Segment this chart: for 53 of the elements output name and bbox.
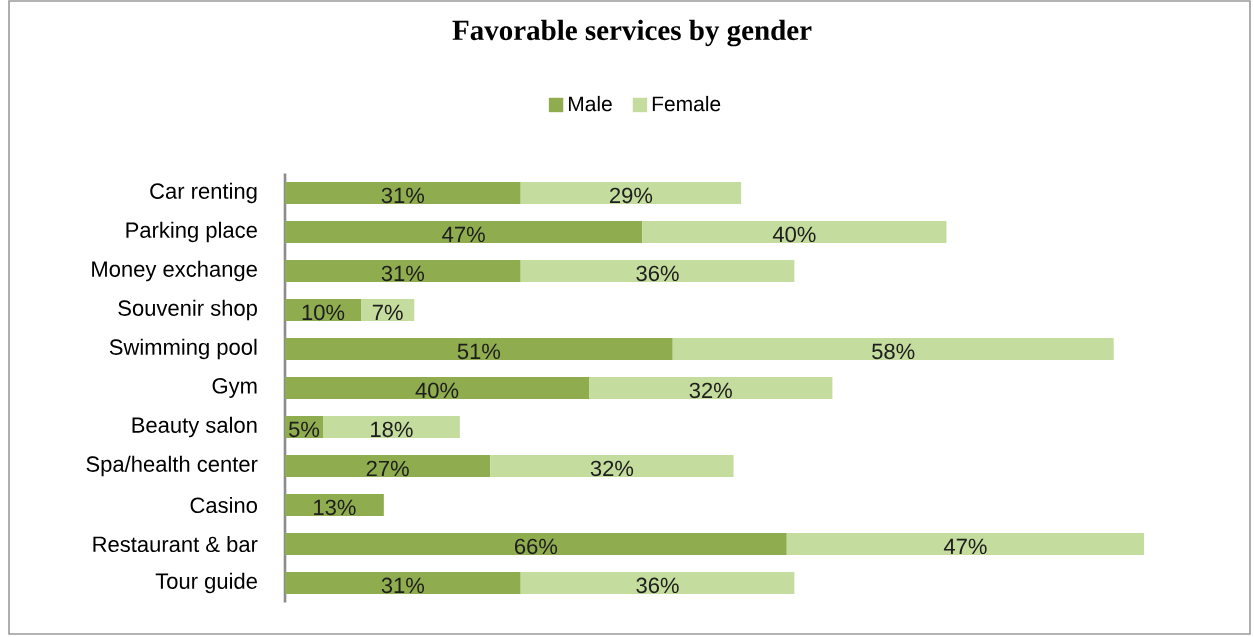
legend-label: Female xyxy=(652,95,721,112)
bar xyxy=(786,532,1145,555)
data-label: 7% xyxy=(372,304,403,321)
bar xyxy=(285,532,787,555)
data-label: 31% xyxy=(381,187,425,204)
bar xyxy=(285,182,521,204)
data-label: 13% xyxy=(314,499,356,516)
y-tick-label: Car renting xyxy=(150,182,257,204)
y-tick-label: Souvenir shop xyxy=(118,299,257,321)
y-tick-label: Money exchange xyxy=(92,260,257,282)
data-label: 58% xyxy=(872,343,915,360)
data-label: 36% xyxy=(636,265,679,282)
data-label: 5% xyxy=(288,421,320,438)
bar xyxy=(285,220,643,243)
data-label: 18% xyxy=(371,421,413,438)
data-label: 27% xyxy=(366,460,409,477)
y-tick-label: Casino xyxy=(190,496,257,514)
bar xyxy=(520,182,742,204)
data-label: 10% xyxy=(302,304,345,321)
bar xyxy=(490,454,734,477)
bar xyxy=(589,376,833,399)
data-label: 51% xyxy=(457,343,501,360)
data-label: 40% xyxy=(415,382,459,399)
bar xyxy=(323,415,460,438)
chart-title: Favorable services by gender xyxy=(452,19,812,47)
legend-label: Male xyxy=(568,95,612,112)
bar xyxy=(285,454,491,477)
data-label: 66% xyxy=(515,538,558,555)
y-tick-label: Beauty salon xyxy=(132,416,257,438)
bar xyxy=(285,338,673,360)
y-tick-label: Spa/health center xyxy=(86,455,258,477)
y-tick-label: Parking place xyxy=(126,221,257,243)
data-label: 47% xyxy=(442,226,485,243)
data-label: 31% xyxy=(381,265,425,282)
bar xyxy=(285,493,384,516)
bar xyxy=(642,220,947,243)
data-label: 40% xyxy=(772,226,816,243)
bar xyxy=(520,571,795,594)
data-label: 31% xyxy=(381,577,425,594)
bar xyxy=(285,376,590,399)
data-label: 29% xyxy=(610,187,653,204)
y-tick-label: Restaurant & bar xyxy=(93,535,258,553)
bar xyxy=(520,260,795,282)
bar xyxy=(285,571,521,594)
y-tick-label: Gym xyxy=(212,378,257,398)
data-label: 36% xyxy=(636,577,679,594)
data-label: 32% xyxy=(590,460,634,477)
data-label: 32% xyxy=(689,382,732,399)
y-tick-label: Swimming pool xyxy=(109,338,257,360)
y-tick-label: Tour guide xyxy=(155,572,257,594)
data-label: 47% xyxy=(943,538,987,555)
bar xyxy=(285,260,521,282)
bar xyxy=(672,338,1114,360)
